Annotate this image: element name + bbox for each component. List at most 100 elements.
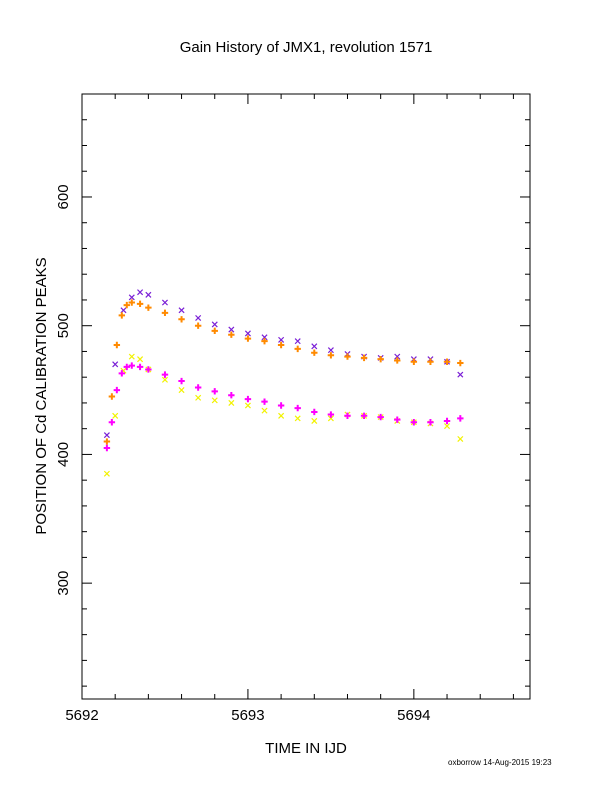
data-point bbox=[211, 397, 218, 404]
data-point bbox=[161, 299, 168, 306]
data-point bbox=[103, 470, 110, 477]
chart-title: Gain History of JMX1, revolution 1571 bbox=[180, 39, 433, 56]
data-point bbox=[444, 423, 451, 430]
data-point bbox=[103, 432, 110, 439]
data-point bbox=[118, 370, 126, 377]
data-point bbox=[427, 358, 434, 365]
data-point bbox=[410, 419, 418, 426]
data-point bbox=[178, 316, 185, 323]
data-point bbox=[128, 294, 135, 301]
series-1 bbox=[103, 353, 464, 477]
data-point bbox=[377, 355, 384, 363]
data-point bbox=[145, 304, 152, 311]
x-tick-labels: 5692 5693 5694 bbox=[65, 707, 430, 724]
data-point bbox=[457, 371, 464, 378]
data-point bbox=[277, 402, 285, 409]
data-point bbox=[108, 393, 116, 400]
y-tick-label: 400 bbox=[55, 442, 72, 467]
data-point bbox=[294, 415, 301, 422]
data-point bbox=[123, 363, 130, 371]
data-point bbox=[178, 307, 185, 314]
y-tick-label: 300 bbox=[55, 571, 72, 596]
data-point bbox=[327, 415, 334, 422]
y-tick-labels: 300 400 500 600 bbox=[55, 184, 72, 595]
data-point bbox=[244, 395, 252, 403]
data-point bbox=[360, 354, 368, 362]
data-point bbox=[410, 358, 418, 365]
data-point bbox=[136, 363, 144, 371]
x-tick-label: 5694 bbox=[397, 707, 430, 724]
data-point bbox=[161, 371, 169, 378]
data-point bbox=[294, 345, 301, 353]
x-tick-label: 5692 bbox=[65, 707, 98, 724]
x-axis-label: TIME IN IJD bbox=[265, 740, 347, 757]
data-point bbox=[137, 356, 144, 363]
data-point bbox=[294, 338, 301, 345]
data-point bbox=[194, 322, 202, 329]
data-point bbox=[394, 416, 401, 423]
data-point bbox=[136, 300, 144, 308]
data-point bbox=[120, 307, 127, 314]
data-point bbox=[311, 408, 318, 416]
data-point bbox=[228, 331, 235, 338]
data-point bbox=[145, 291, 152, 298]
data-point bbox=[244, 335, 252, 342]
data-point bbox=[211, 388, 218, 395]
data-point bbox=[112, 412, 119, 419]
data-point bbox=[278, 412, 285, 419]
data-point bbox=[277, 341, 285, 349]
data-point bbox=[123, 301, 130, 309]
data-point bbox=[377, 413, 384, 421]
x-ticks bbox=[81, 94, 514, 699]
data-point bbox=[118, 312, 126, 319]
data-point bbox=[113, 386, 121, 394]
data-point bbox=[128, 362, 135, 369]
data-point bbox=[137, 289, 144, 296]
y-tick-label: 600 bbox=[55, 184, 72, 209]
data-point bbox=[112, 361, 119, 368]
data-point bbox=[311, 343, 318, 350]
data-point bbox=[195, 314, 202, 322]
data-point bbox=[360, 412, 368, 420]
footer-credit: oxborrow 14-Aug-2015 19:23 bbox=[448, 758, 552, 767]
data-point bbox=[228, 392, 235, 399]
data-point bbox=[457, 435, 464, 443]
data-point bbox=[261, 398, 268, 405]
series-marks bbox=[103, 289, 464, 477]
data-point bbox=[394, 357, 401, 364]
x-tick-label: 5693 bbox=[231, 707, 264, 724]
data-point bbox=[211, 321, 218, 328]
data-point bbox=[394, 353, 401, 360]
series-3 bbox=[103, 362, 464, 452]
data-point bbox=[178, 377, 185, 385]
data-point bbox=[161, 309, 169, 317]
data-point bbox=[327, 347, 334, 354]
data-point bbox=[261, 407, 268, 414]
data-point bbox=[294, 404, 301, 412]
data-point bbox=[344, 353, 351, 360]
data-point bbox=[261, 337, 268, 345]
data-point bbox=[194, 384, 202, 391]
data-point bbox=[244, 402, 251, 409]
data-point bbox=[178, 387, 185, 394]
data-point bbox=[344, 412, 351, 420]
data-point bbox=[311, 349, 318, 356]
series-2 bbox=[103, 299, 464, 445]
series-0 bbox=[103, 289, 464, 439]
data-point bbox=[427, 419, 434, 426]
data-point bbox=[161, 376, 168, 383]
data-point bbox=[327, 411, 335, 418]
data-point bbox=[457, 359, 464, 367]
data-point bbox=[103, 444, 111, 452]
data-point bbox=[327, 352, 335, 359]
data-point bbox=[128, 299, 135, 306]
data-point bbox=[228, 399, 235, 406]
data-point bbox=[128, 353, 135, 360]
data-point bbox=[108, 419, 116, 426]
data-point bbox=[103, 438, 111, 445]
data-point bbox=[195, 394, 202, 401]
data-point bbox=[228, 326, 235, 333]
data-point bbox=[145, 366, 152, 373]
data-point bbox=[261, 334, 268, 341]
